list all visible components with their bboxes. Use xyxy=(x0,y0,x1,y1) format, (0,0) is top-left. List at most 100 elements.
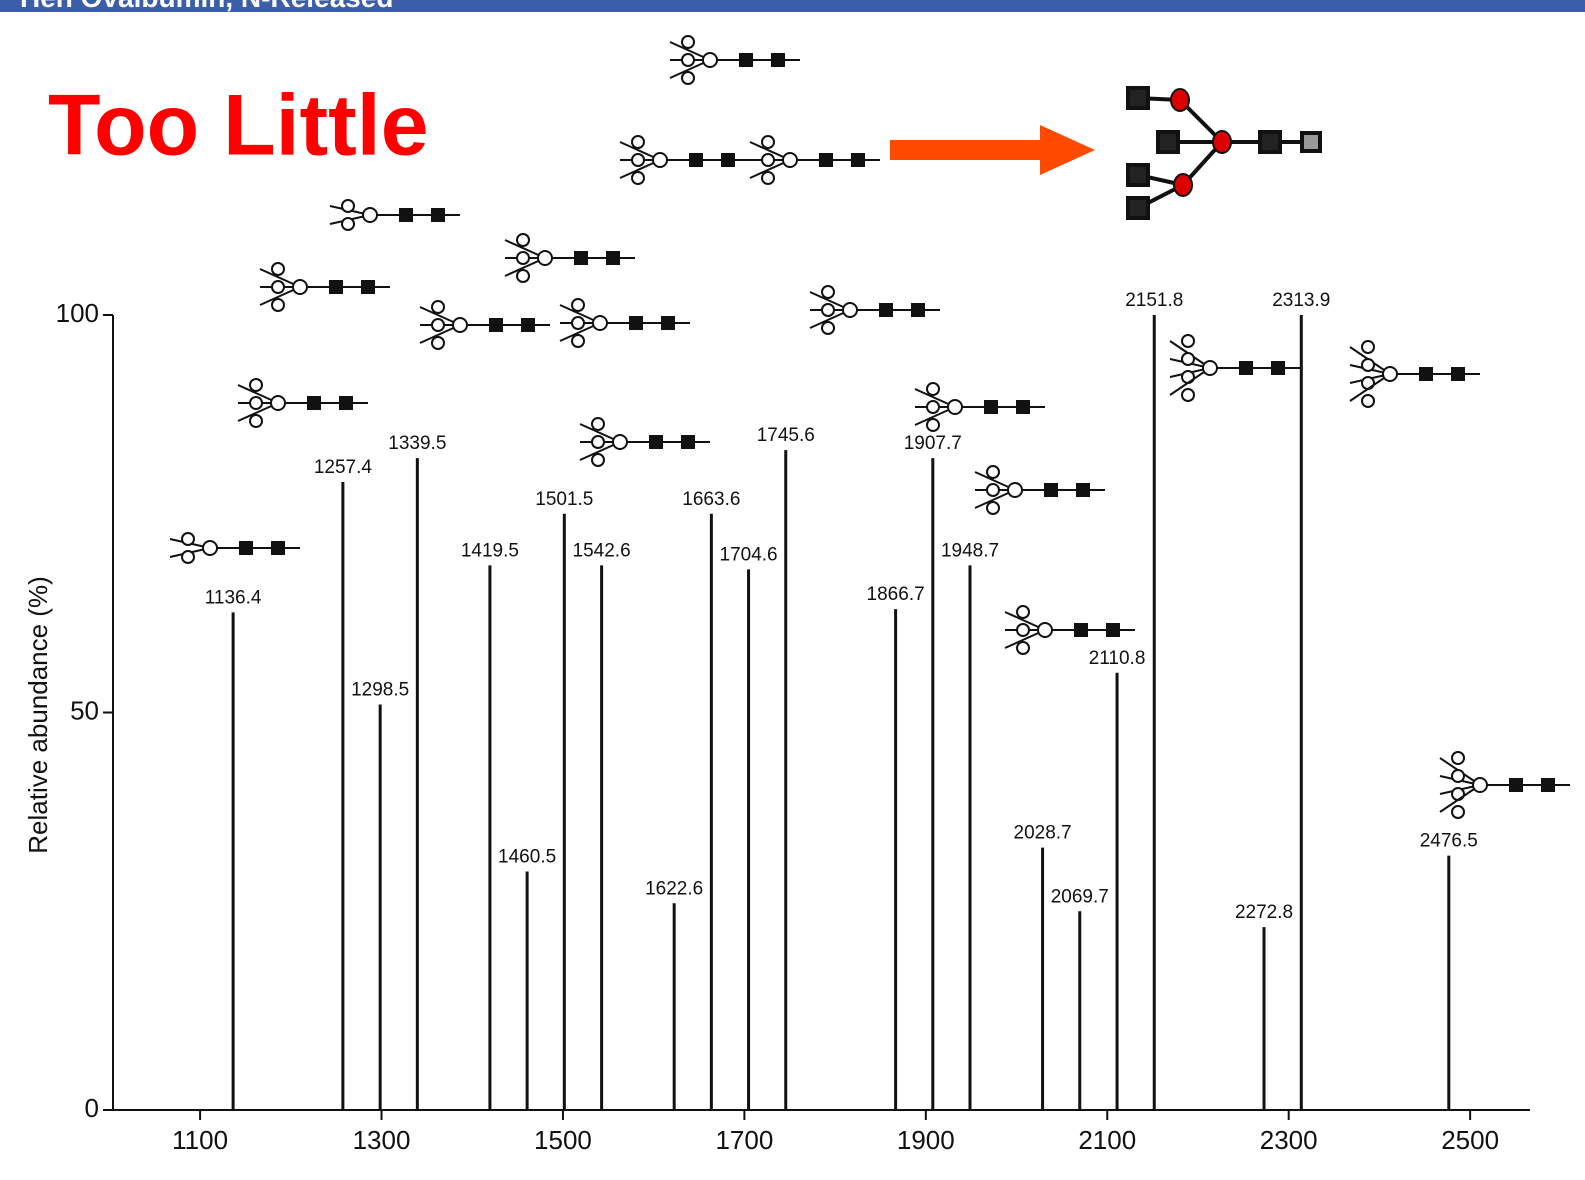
peak-label: 1866.7 xyxy=(867,584,925,605)
residue xyxy=(249,378,263,392)
residue xyxy=(1541,778,1555,792)
glycan-icon xyxy=(504,233,635,283)
y-tick-label: 100 xyxy=(56,298,99,328)
header-bar: Hen Ovalbumin, N-Released xyxy=(0,0,1585,12)
residue xyxy=(681,435,695,449)
x-tick-label: 1900 xyxy=(897,1125,955,1155)
residue xyxy=(271,298,285,312)
peak-label: 1663.6 xyxy=(682,489,740,510)
glycan-icon xyxy=(169,532,300,564)
bond xyxy=(1349,373,1391,402)
residue xyxy=(516,233,530,247)
glycan-icon xyxy=(259,262,390,312)
residue xyxy=(1419,367,1433,381)
glycan-icon xyxy=(749,135,880,185)
peak-label: 1298.5 xyxy=(351,680,409,701)
residue xyxy=(926,400,940,414)
residue xyxy=(1037,622,1053,638)
residue xyxy=(1181,334,1195,348)
residue xyxy=(271,262,285,276)
residue xyxy=(1074,623,1088,637)
residue xyxy=(1472,777,1488,793)
residue xyxy=(1361,358,1375,372)
residue xyxy=(842,302,858,318)
residue xyxy=(1451,805,1465,819)
peak-label: 2069.7 xyxy=(1051,886,1109,907)
peak-label: 1419.5 xyxy=(461,540,519,561)
residue xyxy=(1451,367,1465,381)
x-tick-label: 1500 xyxy=(534,1125,592,1155)
x-tick-label: 1300 xyxy=(353,1125,411,1155)
peak-label: 1704.6 xyxy=(720,544,778,565)
peak-label: 1257.4 xyxy=(314,457,373,478)
bond xyxy=(1439,784,1481,813)
residue xyxy=(592,315,608,331)
residue xyxy=(181,550,195,564)
glycan-icon xyxy=(237,378,368,428)
peak-label: 2151.8 xyxy=(1125,290,1183,311)
residue xyxy=(739,53,753,67)
peak-label: 1948.7 xyxy=(941,540,999,561)
headline: Too Little xyxy=(48,78,429,174)
residue xyxy=(1361,340,1375,354)
residue xyxy=(591,453,605,467)
residue xyxy=(249,396,263,410)
residue xyxy=(761,135,775,149)
residue xyxy=(629,316,643,330)
residue xyxy=(202,540,218,556)
residue xyxy=(926,382,940,396)
residue xyxy=(1076,483,1090,497)
residue xyxy=(986,501,1000,515)
residue xyxy=(591,417,605,431)
peak-label: 2272.8 xyxy=(1235,902,1293,923)
residue xyxy=(239,541,253,555)
residue xyxy=(431,336,445,350)
peak-label: 2476.5 xyxy=(1420,831,1478,852)
y-axis-label: Relative abundance (%) xyxy=(23,576,53,854)
residue xyxy=(1271,361,1285,375)
residue xyxy=(681,35,695,49)
residue xyxy=(1181,352,1195,366)
glycan-icon xyxy=(809,285,940,335)
residue xyxy=(362,207,378,223)
peak-label: 1622.6 xyxy=(645,878,703,899)
residue xyxy=(1106,623,1120,637)
residue xyxy=(361,280,375,294)
residue xyxy=(574,251,588,265)
glycan-icon xyxy=(974,465,1105,515)
residue xyxy=(649,435,663,449)
glycan-icon xyxy=(1439,751,1570,819)
residue xyxy=(947,399,963,415)
residue xyxy=(879,303,893,317)
peak-label: 1907.7 xyxy=(904,433,962,454)
x-tick-label: 2500 xyxy=(1441,1125,1499,1155)
residue xyxy=(926,418,940,432)
residue xyxy=(1044,483,1058,497)
residue xyxy=(591,435,605,449)
residue xyxy=(571,334,585,348)
residue xyxy=(571,298,585,312)
peak-label: 2313.9 xyxy=(1272,290,1330,311)
x-tick-label: 1100 xyxy=(172,1125,228,1155)
residue xyxy=(782,152,798,168)
residue xyxy=(1382,366,1398,382)
glycan-icon xyxy=(1349,340,1480,408)
residue xyxy=(681,53,695,67)
residue xyxy=(681,71,695,85)
x-tick-label: 1700 xyxy=(715,1125,773,1155)
residue xyxy=(606,251,620,265)
peak-label: 1501.5 xyxy=(535,489,593,510)
peak-label: 2028.7 xyxy=(1014,823,1072,844)
peak-label: 2110.8 xyxy=(1089,648,1146,669)
residue xyxy=(521,318,535,332)
glycan-icon xyxy=(669,35,800,85)
glycan-icon xyxy=(1004,605,1135,655)
residue xyxy=(431,208,445,222)
residue xyxy=(1016,400,1030,414)
residue xyxy=(984,400,998,414)
glycan-icon xyxy=(419,300,550,350)
residue xyxy=(516,269,530,283)
glycan-icon xyxy=(619,135,750,185)
residue xyxy=(986,465,1000,479)
